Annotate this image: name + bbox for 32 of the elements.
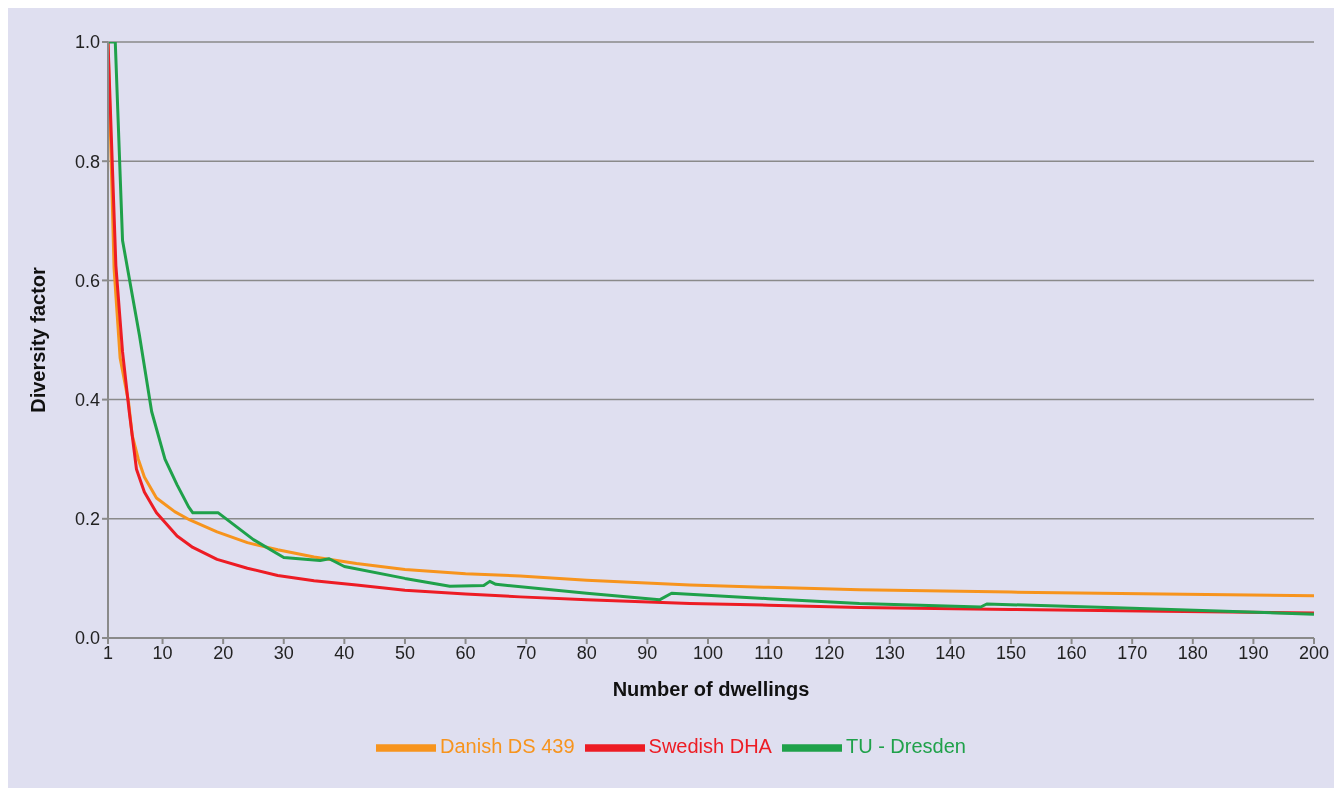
x-tick-label: 70	[516, 642, 537, 663]
y-tick-label: 0.2	[74, 509, 100, 530]
x-tick-label: 180	[1177, 642, 1208, 663]
x-tick-label: 200	[1298, 642, 1330, 663]
x-tick-label: 40	[334, 642, 355, 663]
x-tick-label: 10	[152, 642, 173, 663]
x-tick-label: 170	[1117, 642, 1148, 663]
y-tick-label: 0.6	[74, 270, 100, 291]
y-tick-label: 1.0	[74, 32, 100, 53]
x-tick-label: 30	[273, 642, 294, 663]
x-tick-label: 110	[754, 642, 783, 663]
x-tick-label: 90	[637, 642, 658, 663]
x-tick-label: 160	[1056, 642, 1087, 663]
legend-label: Danish DS 439	[440, 735, 575, 758]
x-tick-label: 100	[692, 642, 723, 663]
y-tick-label: 0.4	[74, 389, 100, 410]
y-tick-label: 0.0	[74, 628, 100, 649]
x-tick-label: 150	[995, 642, 1027, 663]
x-tick-label: 50	[394, 642, 415, 663]
x-tick-label: 120	[814, 642, 845, 663]
y-axis-title: Diversity factor	[27, 266, 50, 413]
x-tick-label: 140	[935, 642, 966, 663]
legend-label: Swedish DHA	[648, 735, 772, 758]
x-tick-label: 190	[1238, 642, 1269, 663]
x-tick-label: 20	[213, 642, 234, 663]
x-tick-label: 1	[102, 642, 114, 663]
x-axis-title: Number of dwellings	[612, 678, 810, 700]
x-tick-label: 130	[874, 642, 905, 663]
x-tick-label: 60	[455, 642, 476, 663]
y-tick-label: 0.8	[74, 151, 100, 172]
legend-label: TU - Dresden	[845, 735, 966, 758]
x-tick-label: 80	[576, 642, 597, 663]
